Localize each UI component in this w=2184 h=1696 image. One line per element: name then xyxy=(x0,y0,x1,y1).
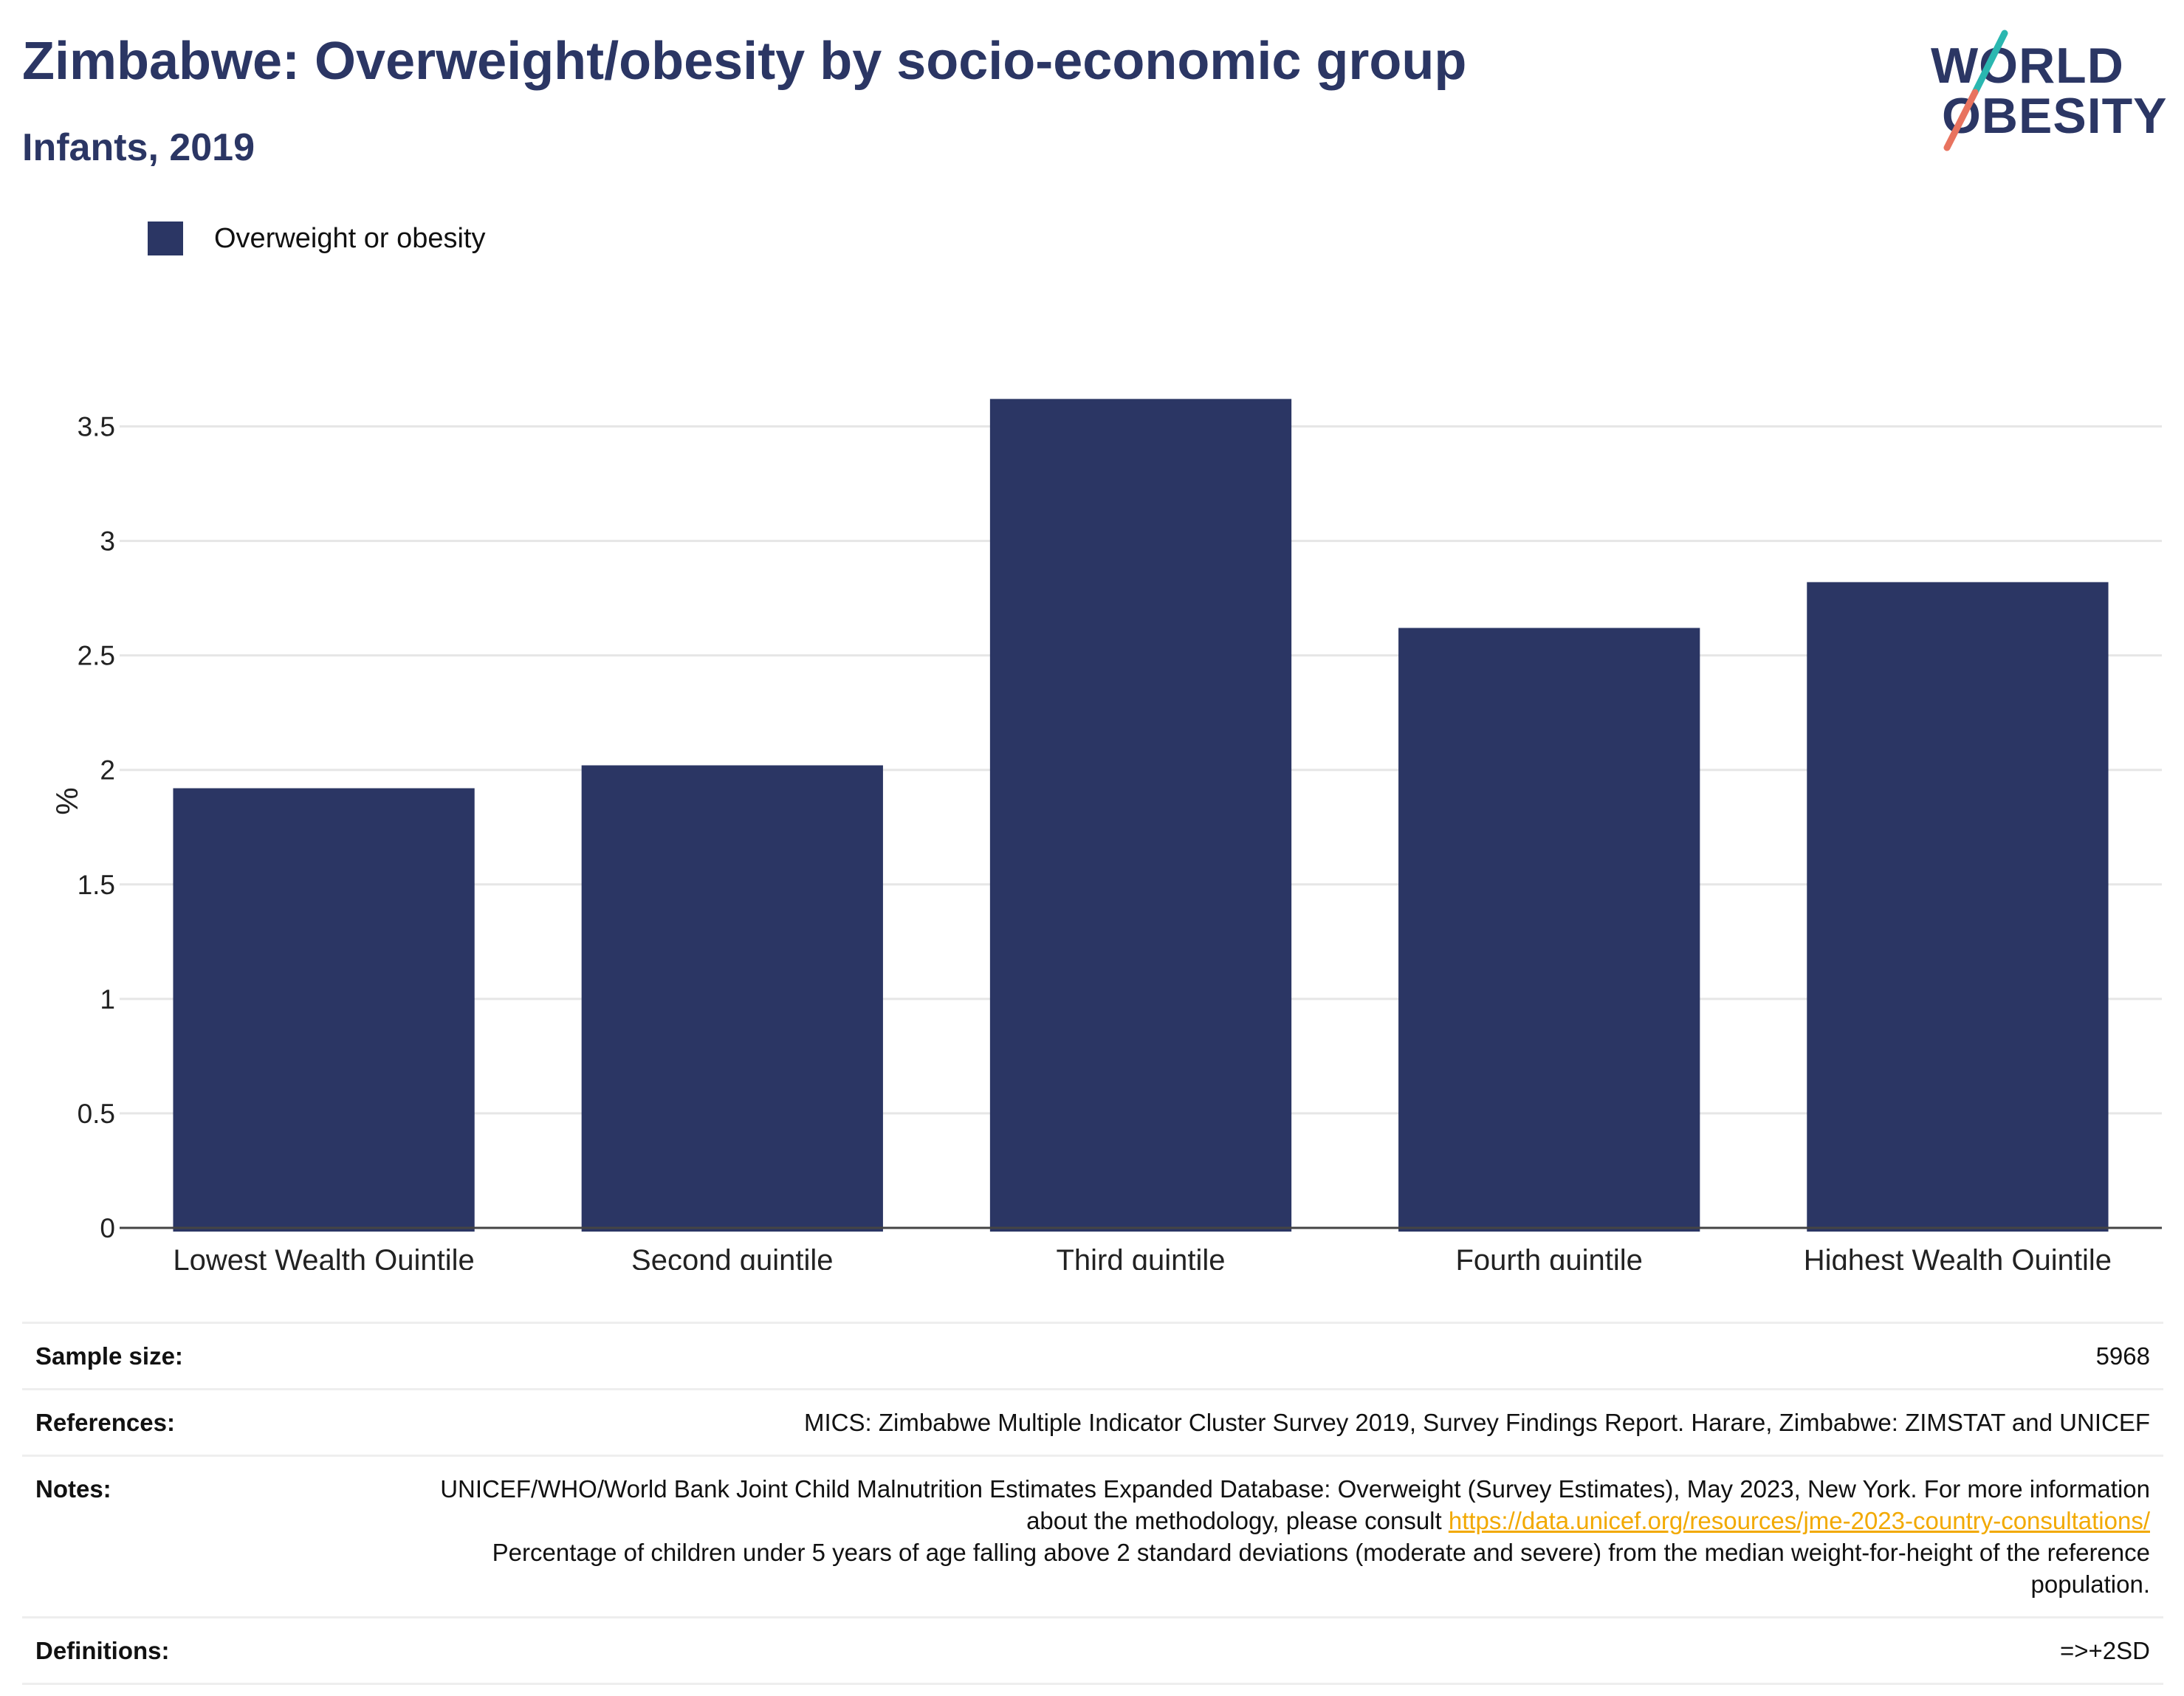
logo-slash-teal xyxy=(1971,30,2008,96)
y-axis-label: % xyxy=(49,787,84,814)
definitions-label: Definitions: xyxy=(35,1637,170,1664)
y-tick-label: 3.5 xyxy=(78,412,115,442)
bar xyxy=(1807,582,2109,1232)
definitions-value: =>+2SD xyxy=(2059,1637,2150,1664)
world-obesity-logo: WORLD OBESITY xyxy=(1920,22,2167,155)
notes-text-definition: Percentage of children under 5 years of … xyxy=(492,1539,2150,1598)
references-label: References: xyxy=(35,1409,175,1436)
bar xyxy=(581,765,883,1232)
references-row: References: MICS: Zimbabwe Multiple Indi… xyxy=(22,1388,2163,1455)
logo-text-world: WORLD xyxy=(1931,38,2124,94)
x-tick-label: Highest Wealth Quintile xyxy=(1804,1244,2112,1270)
bar-chart: 0 0.5 1 1.5 2 2.5 3 3.5% Lowest Wealth Quintile S… xyxy=(49,399,2162,1270)
sample-size-label: Sample size: xyxy=(35,1342,183,1370)
logo-slash-icon xyxy=(1943,30,2008,151)
y-tick-label: 2 xyxy=(100,755,115,786)
x-tick-label: Third quintile xyxy=(1056,1244,1225,1270)
notes-text: UNICEF/WHO/World Bank Joint Child Malnut… xyxy=(440,1475,2150,1534)
y-tick-label: 0.5 xyxy=(78,1099,115,1129)
y-tick-label: 0 xyxy=(100,1213,115,1243)
y-tick-label: 2.5 xyxy=(78,641,115,671)
chart-subtitle: Infants, 2019 xyxy=(22,126,255,169)
notes-label: Notes: xyxy=(35,1475,111,1503)
chart-title: Zimbabwe: Overweight/obesity by socio-ec… xyxy=(22,32,1467,91)
notes-row: Notes: UNICEF/WHO/World Bank Joint Child… xyxy=(22,1455,2163,1616)
notes-link[interactable]: https://data.unicef.org/resources/jme-20… xyxy=(1448,1507,2150,1534)
x-tick-label: Lowest Wealth Quintile xyxy=(173,1244,474,1270)
bar xyxy=(1398,628,1700,1232)
y-tick-label: 1 xyxy=(100,984,115,1014)
y-tick-label: 3 xyxy=(100,526,115,557)
sample-size-value: 5968 xyxy=(2095,1342,2150,1370)
notes-value: UNICEF/WHO/World Bank Joint Child Malnut… xyxy=(393,1473,2150,1600)
definitions-row: Definitions: =>+2SD xyxy=(22,1616,2163,1685)
legend-label: Overweight or obesity xyxy=(214,223,486,254)
sample-size-row: Sample size: 5968 xyxy=(22,1322,2163,1388)
x-tick-label: Fourth quintile xyxy=(1455,1244,1642,1270)
chart-footer: Sample size: 5968 References: MICS: Zimb… xyxy=(22,1322,2163,1685)
x-tick-label: Second quintile xyxy=(631,1244,834,1270)
y-tick-label: 1.5 xyxy=(78,870,115,900)
bar xyxy=(989,399,1292,1232)
bar xyxy=(173,788,475,1232)
legend-swatch xyxy=(148,222,183,255)
logo-text-obesity: OBESITY xyxy=(1942,88,2168,144)
logo-slash-coral xyxy=(1943,89,1979,151)
references-value: MICS: Zimbabwe Multiple Indicator Cluste… xyxy=(804,1409,2150,1436)
